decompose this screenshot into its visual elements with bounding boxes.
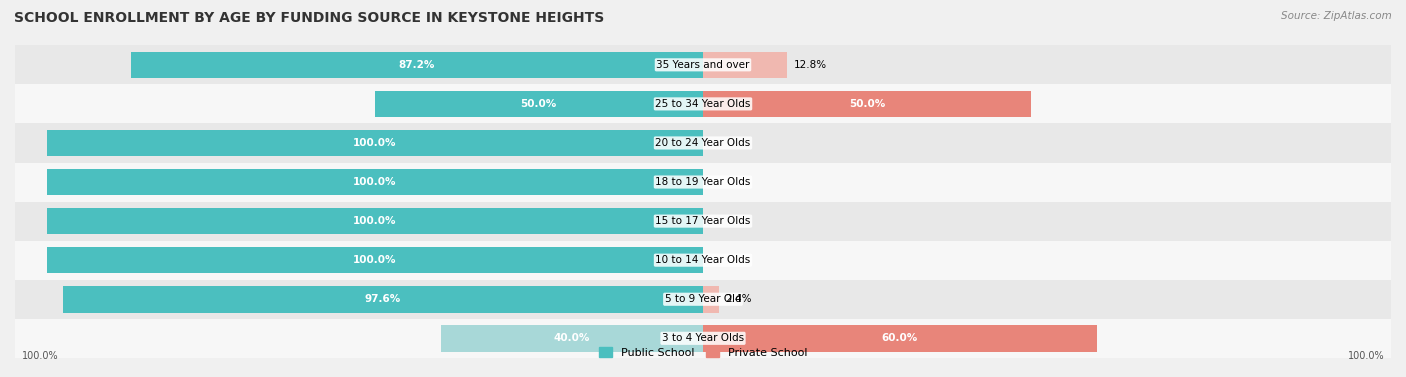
- Text: 100.0%: 100.0%: [353, 177, 396, 187]
- Text: 60.0%: 60.0%: [882, 333, 918, 343]
- Text: 10 to 14 Year Olds: 10 to 14 Year Olds: [655, 255, 751, 265]
- Bar: [131, 52, 703, 78]
- Text: 3 to 4 Year Olds: 3 to 4 Year Olds: [662, 333, 744, 343]
- Text: 50.0%: 50.0%: [520, 99, 557, 109]
- Bar: [703, 325, 1097, 352]
- Text: 12.8%: 12.8%: [794, 60, 827, 70]
- Bar: [63, 286, 703, 313]
- Text: 100.0%: 100.0%: [21, 351, 58, 361]
- Bar: [440, 325, 703, 352]
- Bar: [375, 90, 703, 117]
- Text: 100.0%: 100.0%: [1348, 351, 1385, 361]
- Text: 35 Years and over: 35 Years and over: [657, 60, 749, 70]
- Text: 100.0%: 100.0%: [353, 255, 396, 265]
- Text: 100.0%: 100.0%: [353, 216, 396, 226]
- Bar: [15, 319, 1391, 358]
- Bar: [703, 52, 787, 78]
- Text: 97.6%: 97.6%: [364, 294, 401, 304]
- Bar: [703, 90, 1031, 117]
- Bar: [15, 123, 1391, 162]
- Text: 40.0%: 40.0%: [554, 333, 589, 343]
- Legend: Public School, Private School: Public School, Private School: [595, 343, 811, 363]
- Bar: [15, 241, 1391, 280]
- Text: 100.0%: 100.0%: [353, 138, 396, 148]
- Text: Source: ZipAtlas.com: Source: ZipAtlas.com: [1281, 11, 1392, 21]
- Bar: [48, 130, 703, 156]
- Bar: [15, 84, 1391, 123]
- Bar: [15, 162, 1391, 202]
- Bar: [15, 202, 1391, 241]
- Text: 2.4%: 2.4%: [725, 294, 752, 304]
- Bar: [48, 169, 703, 195]
- Bar: [703, 286, 718, 313]
- Bar: [48, 208, 703, 234]
- Text: 50.0%: 50.0%: [849, 99, 886, 109]
- Text: 18 to 19 Year Olds: 18 to 19 Year Olds: [655, 177, 751, 187]
- Bar: [15, 45, 1391, 84]
- Text: 87.2%: 87.2%: [399, 60, 434, 70]
- Bar: [48, 247, 703, 273]
- Text: 20 to 24 Year Olds: 20 to 24 Year Olds: [655, 138, 751, 148]
- Bar: [15, 280, 1391, 319]
- Text: 5 to 9 Year Old: 5 to 9 Year Old: [665, 294, 741, 304]
- Text: SCHOOL ENROLLMENT BY AGE BY FUNDING SOURCE IN KEYSTONE HEIGHTS: SCHOOL ENROLLMENT BY AGE BY FUNDING SOUR…: [14, 11, 605, 25]
- Text: 15 to 17 Year Olds: 15 to 17 Year Olds: [655, 216, 751, 226]
- Text: 25 to 34 Year Olds: 25 to 34 Year Olds: [655, 99, 751, 109]
